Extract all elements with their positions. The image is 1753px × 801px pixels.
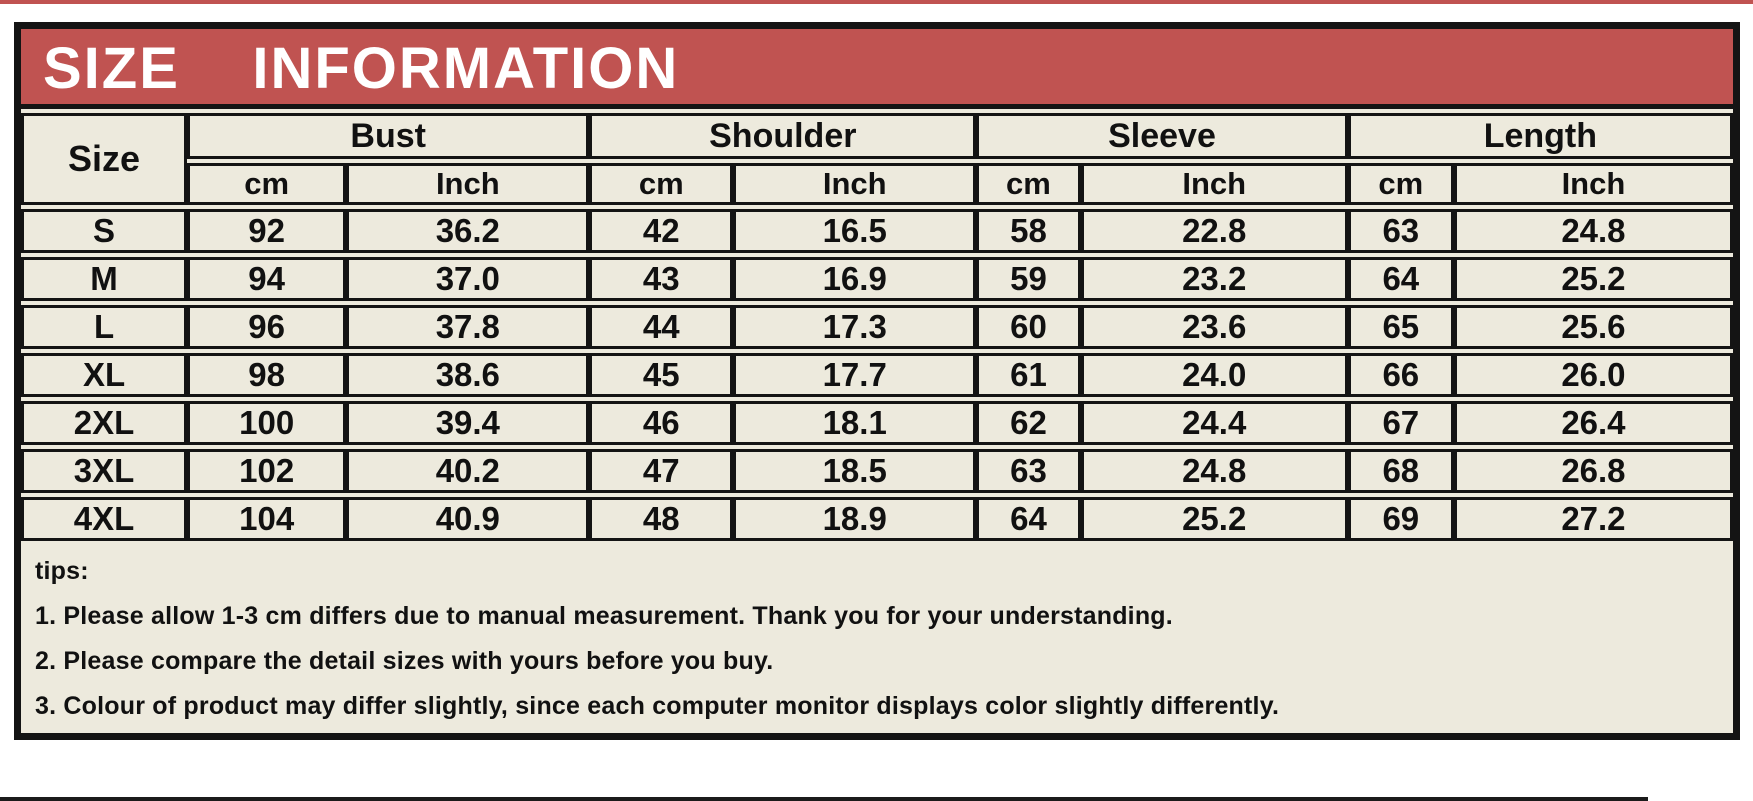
measurement-cell: 23.2 bbox=[1080, 257, 1348, 301]
measurement-cell: 38.6 bbox=[346, 353, 590, 397]
measurement-cell: 63 bbox=[976, 449, 1081, 493]
measurement-cell: 26.8 bbox=[1453, 449, 1733, 493]
table-row: 3XL 102 40.2 47 18.5 63 24.8 68 26.8 bbox=[21, 449, 1733, 493]
measurement-cell: 22.8 bbox=[1080, 209, 1348, 253]
measurement-cell: 44 bbox=[589, 305, 734, 349]
measurement-cell: 104 bbox=[187, 497, 347, 541]
size-label-cell: L bbox=[21, 305, 188, 349]
size-table: Size Bust Shoulder Sleeve Length cm Inch… bbox=[21, 109, 1733, 545]
table-row: M 94 37.0 43 16.9 59 23.2 64 25.2 bbox=[21, 257, 1733, 301]
measurement-cell: 16.9 bbox=[733, 257, 977, 301]
measurement-cell: 69 bbox=[1347, 497, 1454, 541]
measurement-cell: 24.8 bbox=[1453, 209, 1733, 253]
size-label-cell: 4XL bbox=[21, 497, 188, 541]
measurement-cell: 45 bbox=[589, 353, 734, 397]
unit-header-shoulder-inch: Inch bbox=[733, 163, 977, 205]
measurement-cell: 16.5 bbox=[733, 209, 977, 253]
measurement-cell: 27.2 bbox=[1453, 497, 1733, 541]
unit-header-sleeve-cm: cm bbox=[976, 163, 1081, 205]
bottom-dark-strip bbox=[0, 797, 1648, 801]
table-row: L 96 37.8 44 17.3 60 23.6 65 25.6 bbox=[21, 305, 1733, 349]
measurement-cell: 24.4 bbox=[1080, 401, 1348, 445]
measurement-cell: 40.2 bbox=[346, 449, 590, 493]
size-label-cell: 3XL bbox=[21, 449, 188, 493]
measurement-cell: 17.7 bbox=[733, 353, 977, 397]
measurement-cell: 46 bbox=[589, 401, 734, 445]
measurement-cell: 92 bbox=[187, 209, 347, 253]
size-label-cell: XL bbox=[21, 353, 188, 397]
unit-header-length-cm: cm bbox=[1347, 163, 1454, 205]
measurement-cell: 18.1 bbox=[733, 401, 977, 445]
size-chart-panel: SIZE INFORMATION Size Bust Shoulder Slee… bbox=[14, 22, 1740, 740]
measurement-cell: 65 bbox=[1347, 305, 1454, 349]
measurement-cell: 67 bbox=[1347, 401, 1454, 445]
unit-header-sleeve-inch: Inch bbox=[1080, 163, 1348, 205]
measurement-cell: 63 bbox=[1347, 209, 1454, 253]
measurement-cell: 68 bbox=[1347, 449, 1454, 493]
measurement-cell: 64 bbox=[1347, 257, 1454, 301]
measurement-cell: 24.8 bbox=[1080, 449, 1348, 493]
col-header-length: Length bbox=[1347, 113, 1733, 159]
size-label-cell: S bbox=[21, 209, 188, 253]
col-header-shoulder: Shoulder bbox=[589, 113, 977, 159]
size-column-header: Size bbox=[21, 113, 188, 205]
measurement-cell: 24.0 bbox=[1080, 353, 1348, 397]
measurement-cell: 96 bbox=[187, 305, 347, 349]
title-bar: SIZE INFORMATION bbox=[21, 29, 1733, 109]
measurement-cell: 62 bbox=[976, 401, 1081, 445]
measurement-cell: 37.8 bbox=[346, 305, 590, 349]
measurement-cell: 18.9 bbox=[733, 497, 977, 541]
col-header-sleeve: Sleeve bbox=[976, 113, 1348, 159]
table-row: S 92 36.2 42 16.5 58 22.8 63 24.8 bbox=[21, 209, 1733, 253]
col-header-bust: Bust bbox=[187, 113, 590, 159]
measurement-cell: 100 bbox=[187, 401, 347, 445]
measurement-cell: 25.6 bbox=[1453, 305, 1733, 349]
measurement-cell: 58 bbox=[976, 209, 1081, 253]
table-row: 2XL 100 39.4 46 18.1 62 24.4 67 26.4 bbox=[21, 401, 1733, 445]
measurement-cell: 60 bbox=[976, 305, 1081, 349]
unit-header-bust-cm: cm bbox=[187, 163, 347, 205]
measurement-cell: 37.0 bbox=[346, 257, 590, 301]
measurement-cell: 25.2 bbox=[1453, 257, 1733, 301]
measurement-cell: 66 bbox=[1347, 353, 1454, 397]
table-row: XL 98 38.6 45 17.7 61 24.0 66 26.0 bbox=[21, 353, 1733, 397]
measurement-cell: 36.2 bbox=[346, 209, 590, 253]
top-red-strip bbox=[0, 0, 1753, 4]
unit-header-shoulder-cm: cm bbox=[589, 163, 734, 205]
page-title: SIZE INFORMATION bbox=[43, 36, 680, 101]
tips-heading: tips: bbox=[35, 557, 89, 585]
measurement-cell: 26.0 bbox=[1453, 353, 1733, 397]
table-row: 4XL 104 40.9 48 18.9 64 25.2 69 27.2 bbox=[21, 497, 1733, 541]
measurement-cell: 94 bbox=[187, 257, 347, 301]
measurement-cell: 39.4 bbox=[346, 401, 590, 445]
measurement-cell: 59 bbox=[976, 257, 1081, 301]
measurement-cell: 42 bbox=[589, 209, 734, 253]
measurement-cell: 23.6 bbox=[1080, 305, 1348, 349]
measurement-cell: 48 bbox=[589, 497, 734, 541]
measurement-cell: 17.3 bbox=[733, 305, 977, 349]
unit-header-bust-inch: Inch bbox=[346, 163, 590, 205]
size-label-cell: M bbox=[21, 257, 188, 301]
tips-section: tips: 1. Please allow 1-3 cm differs due… bbox=[21, 545, 1733, 733]
tip-item-1: 1. Please allow 1-3 cm differs due to ma… bbox=[35, 602, 1173, 630]
measurement-cell: 26.4 bbox=[1453, 401, 1733, 445]
measurement-cell: 61 bbox=[976, 353, 1081, 397]
measurement-cell: 98 bbox=[187, 353, 347, 397]
tip-item-2: 2. Please compare the detail sizes with … bbox=[35, 647, 774, 675]
unit-header-length-inch: Inch bbox=[1453, 163, 1733, 205]
measurement-cell: 64 bbox=[976, 497, 1081, 541]
unit-header-row: cm Inch cm Inch cm Inch cm Inch bbox=[21, 163, 1733, 205]
measurement-cell: 43 bbox=[589, 257, 734, 301]
measurement-cell: 102 bbox=[187, 449, 347, 493]
measurement-cell: 40.9 bbox=[346, 497, 590, 541]
size-label-cell: 2XL bbox=[21, 401, 188, 445]
measurement-cell: 25.2 bbox=[1080, 497, 1348, 541]
group-header-row: Size Bust Shoulder Sleeve Length bbox=[21, 113, 1733, 205]
measurement-cell: 47 bbox=[589, 449, 734, 493]
tip-item-3: 3. Colour of product may differ slightly… bbox=[35, 692, 1280, 720]
measurement-cell: 18.5 bbox=[733, 449, 977, 493]
